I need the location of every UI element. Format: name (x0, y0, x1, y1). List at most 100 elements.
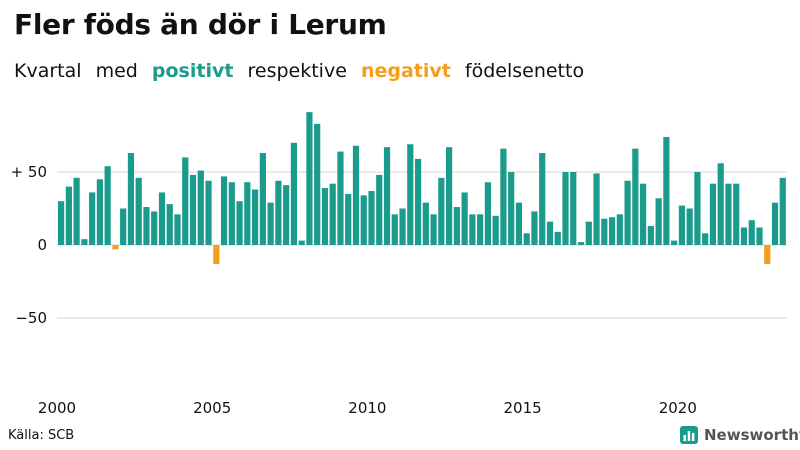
bar (182, 157, 189, 245)
bar (593, 173, 600, 245)
bar (290, 142, 297, 245)
bar (337, 151, 344, 245)
bar (539, 153, 546, 245)
bar (756, 227, 763, 245)
bar (383, 147, 391, 245)
bar (422, 202, 429, 245)
brand-name: Newsworthy (704, 426, 800, 444)
bar (104, 166, 111, 245)
bar (298, 240, 305, 245)
bar (779, 177, 786, 245)
bar (414, 158, 422, 245)
bar (267, 202, 274, 245)
bar (275, 180, 282, 245)
bar (523, 233, 530, 245)
bar (446, 147, 453, 245)
x-tick-label: 2005 (193, 399, 231, 417)
bar (740, 227, 748, 245)
bar (671, 240, 678, 245)
bar (453, 207, 460, 245)
bar (632, 148, 639, 245)
x-tick-label: 2015 (504, 399, 542, 417)
bar (725, 183, 732, 245)
bar (391, 214, 398, 245)
bar (213, 245, 220, 264)
bar (616, 214, 623, 245)
bar (376, 174, 383, 245)
subtitle-positive-label: positivt (151, 60, 234, 82)
bar (252, 189, 259, 245)
grid-lines (57, 171, 787, 319)
bar (166, 204, 173, 245)
bar (174, 214, 181, 245)
bar (601, 218, 608, 245)
bar (771, 202, 779, 245)
bar (399, 208, 406, 245)
bar (554, 231, 561, 245)
bar (461, 192, 468, 245)
chart-title: Fler föds än dör i Lerum (14, 8, 387, 41)
bar (717, 163, 724, 245)
bar (151, 211, 158, 245)
x-tick-label: 2010 (348, 399, 386, 417)
bar (508, 172, 515, 245)
y-tick-label: + 50 (11, 163, 47, 181)
bar (531, 211, 538, 245)
bar (360, 195, 367, 245)
bar (500, 148, 507, 245)
bar (647, 226, 654, 245)
x-tick-label: 2000 (38, 399, 76, 417)
bar (585, 221, 592, 245)
bar (73, 177, 80, 245)
subtitle-word: födelsenetto (464, 60, 585, 82)
bar (96, 179, 103, 245)
bar (352, 145, 360, 245)
bar (430, 214, 437, 245)
bar (65, 186, 72, 245)
bar (438, 177, 445, 245)
y-tick-label: 0 (37, 236, 47, 254)
bar-series (58, 112, 786, 264)
bar (143, 207, 150, 245)
bar (702, 233, 709, 245)
bar (127, 153, 135, 245)
bar (577, 242, 585, 245)
bar (469, 214, 476, 245)
bar (135, 177, 142, 245)
chart-subtitle: Kvartal med positivt respektive negativt… (14, 60, 592, 82)
brand-logo: Newsworthy (680, 426, 800, 444)
bar (321, 188, 329, 245)
bar (546, 221, 554, 245)
bar (244, 182, 251, 245)
bar (484, 182, 491, 245)
bar (624, 180, 631, 245)
bar (283, 185, 290, 245)
bar (329, 183, 336, 245)
bar (655, 198, 662, 245)
bar (570, 172, 577, 245)
bar (306, 112, 313, 245)
bar (89, 192, 96, 245)
bar (562, 172, 569, 245)
bar (663, 136, 670, 245)
bar (81, 239, 88, 245)
bar (694, 172, 701, 245)
bar (748, 220, 755, 245)
subtitle-negative-label: negativt (360, 60, 451, 82)
bar (686, 208, 693, 245)
bar (709, 183, 717, 245)
bar (259, 153, 266, 245)
bar (228, 182, 235, 245)
bar (236, 201, 243, 245)
bar (112, 245, 119, 250)
subtitle-word: Kvartal (14, 60, 82, 82)
bar (477, 214, 484, 245)
x-tick-label: 2020 (659, 399, 697, 417)
bar (515, 202, 523, 245)
subtitle-word: med (95, 60, 138, 82)
bar (120, 208, 127, 245)
bar (58, 201, 65, 245)
bar (608, 217, 616, 245)
subtitle-word: respektive (247, 60, 347, 82)
